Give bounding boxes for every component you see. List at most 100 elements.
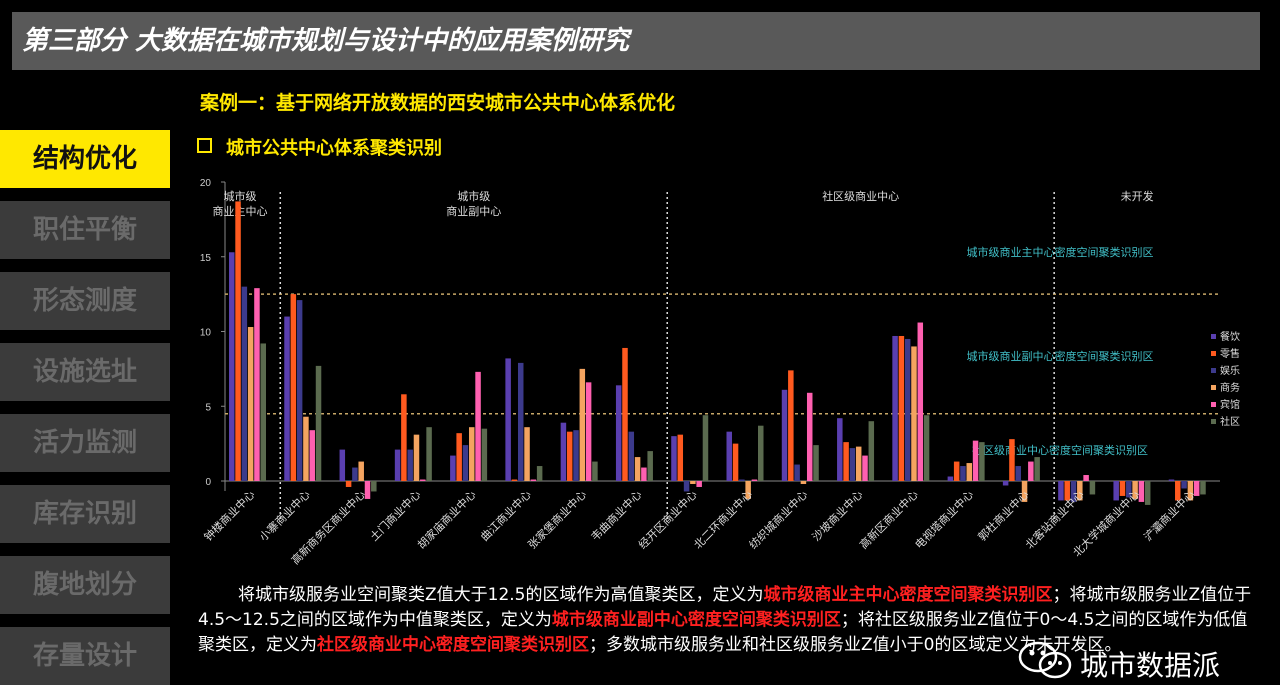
bar-3-1 (303, 416, 309, 481)
bar-0-2 (339, 449, 346, 481)
bar-2-9 (739, 479, 745, 481)
case-title: 案例一：基于网络开放数据的西安城市公共中心体系优化 (200, 92, 676, 114)
bar-2-12 (904, 338, 911, 481)
category-label: 经开区商业中心 (635, 487, 699, 551)
bar-2-3 (407, 449, 413, 481)
bar-3-0 (247, 327, 254, 481)
bar-0-3 (394, 449, 401, 481)
bar-0-4 (450, 455, 456, 481)
bar-1-12 (898, 335, 905, 481)
sidebar-item-7[interactable]: 存量设计 (0, 627, 170, 685)
category-label: 北客站商业中心 (1022, 487, 1086, 551)
bar-0-8 (671, 436, 677, 481)
sidebar-item-0[interactable]: 结构优化 (0, 130, 170, 188)
bar-2-2 (352, 467, 358, 481)
bar-4-7 (641, 467, 647, 481)
bar-4-15 (1083, 475, 1089, 481)
y-tick-label: 10 (200, 328, 212, 339)
sidebar-item-5[interactable]: 库存识别 (0, 485, 170, 543)
sidebar-item-1[interactable]: 职住平衡 (0, 201, 170, 259)
bar-5-6 (592, 461, 598, 481)
bar-3-12 (911, 346, 917, 481)
bar-1-17 (1175, 481, 1181, 501)
sidebar-item-6[interactable]: 腹地划分 (0, 556, 170, 614)
sidebar-item-3[interactable]: 设施选址 (0, 343, 170, 401)
caption-highlight: 城市级商业主中心密度空间聚类识别区 (763, 585, 1053, 605)
threshold-label: 城市级商业副中心密度空间聚类识别区 (967, 349, 1154, 363)
bar-5-17 (1200, 481, 1206, 495)
caption-text: ；将社区级服务业Z值位于0～4.5之间的区域作为低值聚类区，定义为 (198, 610, 1248, 655)
bar-5-11 (868, 421, 875, 481)
bar-1-4 (456, 433, 462, 481)
bar-0-10 (781, 389, 788, 481)
threshold-label: 社区级商业中心密度空间聚类识别区 (972, 443, 1148, 457)
y-tick-label: 0 (205, 477, 211, 488)
bar-4-5 (530, 479, 537, 481)
legend-label: 社区业 (1220, 415, 1240, 428)
bar-3-3 (413, 434, 420, 481)
legend-label: 餐饮业 (1220, 330, 1240, 343)
sidebar: 结构优化职住平衡形态测度设施选址活力监测库存识别腹地划分存量设计 (0, 80, 172, 685)
bar-4-1 (309, 430, 315, 481)
bar-2-5 (517, 362, 524, 481)
bar-1-13 (953, 461, 960, 481)
caption-text: ；将城市级服务业Z值位于4.5～12.5之间的区域作为中值聚类区，定义为 (198, 585, 1252, 630)
bar-3-2 (358, 461, 364, 481)
bar-4-9 (751, 479, 758, 481)
sidebar-item-2[interactable]: 形态测度 (0, 272, 170, 330)
bar-4-17 (1193, 481, 1200, 496)
caption-paragraph: 将城市级服务业空间聚类Z值大于12.5的区域作为高值聚类区，定义为城市级商业主中… (198, 583, 1254, 658)
bar-4-4 (475, 371, 481, 481)
y-tick-label: 15 (200, 253, 212, 264)
category-label: 胡家庙商业中心 (414, 487, 478, 551)
legend-label: 宾馆业 (1220, 398, 1240, 411)
bar-1-16 (1119, 481, 1126, 496)
bar-0-17 (1168, 479, 1175, 481)
bar-0-16 (1113, 481, 1119, 501)
legend-swatch (1211, 402, 1216, 407)
bar-3-10 (800, 481, 807, 484)
bar-2-7 (628, 431, 635, 481)
bar-0-0 (229, 252, 235, 481)
y-tick-label: 5 (205, 402, 211, 413)
group-label: 未开发 (1121, 189, 1154, 203)
bar-3-15 (1077, 481, 1083, 501)
bar-1-14 (1009, 439, 1015, 481)
bar-0-5 (505, 358, 511, 481)
logo-text: 城市数据派 (1080, 649, 1221, 682)
caption-text: ；多数城市级服务业和社区级服务业Z值小于0的区域定义为未开发区。 (589, 635, 1122, 655)
bar-5-8 (702, 415, 709, 481)
legend-swatch (1211, 334, 1216, 339)
bar-3-8 (690, 481, 696, 484)
bar-5-12 (923, 415, 930, 481)
bar-2-4 (462, 445, 469, 481)
legend-swatch (1211, 368, 1216, 373)
bar-2-1 (296, 300, 303, 481)
category-label: 北二环商业中心 (691, 487, 755, 551)
bar-0-7 (615, 385, 622, 481)
legend-label: 零售业 (1220, 347, 1240, 360)
bar-5-10 (813, 445, 819, 481)
sidebar-item-4[interactable]: 活力监测 (0, 414, 170, 472)
bar-1-1 (290, 294, 297, 481)
bar-2-14 (1015, 466, 1021, 481)
wechat-icon (1018, 641, 1072, 679)
caption-highlight: 城市级商业副中心密度空间聚类识别区 (551, 610, 841, 630)
section-title-text: 城市公共中心体系聚类识别 (226, 138, 442, 159)
bar-4-11 (862, 455, 868, 481)
bar-1-6 (566, 431, 573, 481)
bar-1-9 (732, 443, 739, 481)
group-label: 城市级 (224, 189, 257, 203)
bar-3-13 (966, 463, 973, 481)
page-title: 第三部分 大数据在城市规划与设计中的应用案例研究 (22, 26, 630, 56)
legend-swatch (1211, 351, 1216, 356)
caption-highlight: 社区级商业中心密度空间聚类识别区 (317, 635, 589, 655)
bar-0-6 (560, 422, 567, 481)
bar-3-16 (1132, 481, 1138, 499)
bar-2-15 (1070, 481, 1077, 502)
bar-5-7 (647, 451, 653, 481)
caption-text: 将城市级服务业空间聚类Z值大于12.5的区域作为高值聚类区，定义为 (238, 585, 764, 605)
bar-3-11 (855, 446, 862, 481)
legend-swatch (1211, 419, 1216, 424)
title-bar (12, 12, 1260, 70)
